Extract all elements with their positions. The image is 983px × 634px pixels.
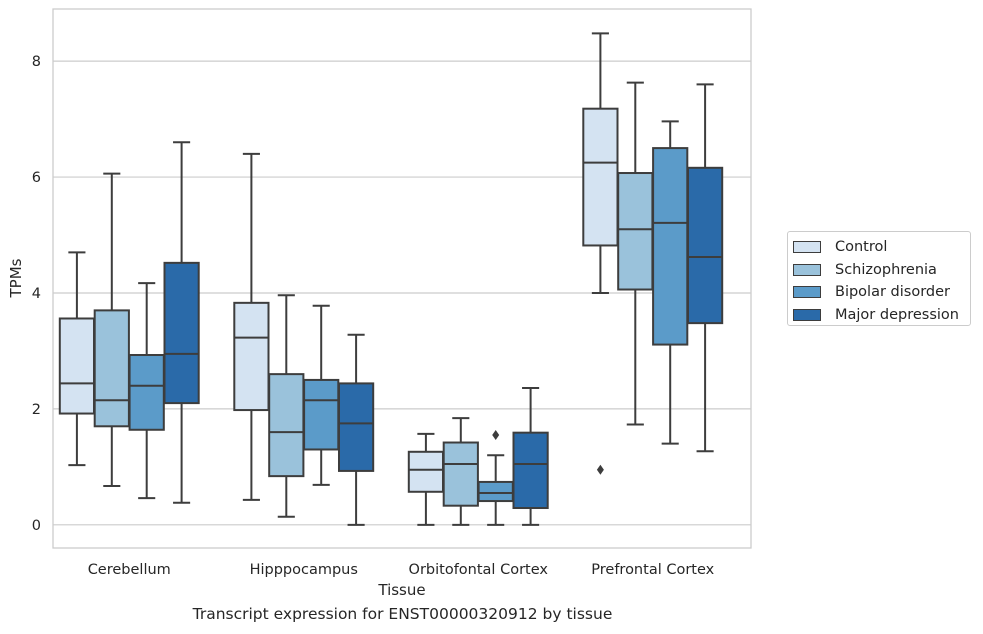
legend: Control Schizophrenia Bipolar disorder Majo… (787, 231, 971, 326)
legend-item: Bipolar disorder (793, 281, 970, 304)
box-control (407, 432, 445, 526)
box-schizophrenia (617, 81, 654, 426)
box-body (93, 309, 130, 428)
outlier-point (492, 429, 500, 440)
legend-swatch (793, 263, 821, 276)
y-axis-label: TPMs (7, 258, 25, 298)
box-body (407, 450, 445, 493)
legend-swatch (793, 241, 821, 254)
x-tick-label: Cerebellum (88, 562, 171, 578)
figure-caption: Transcript expression for ENST0000032091… (192, 605, 613, 623)
box-schizophrenia (442, 417, 479, 526)
x-axis-label: Tissue (377, 581, 425, 599)
box-body (233, 301, 270, 412)
box-control (233, 152, 270, 501)
y-tick-label: 6 (32, 170, 41, 186)
legend-label: Bipolar disorder (835, 284, 950, 301)
x-tick-labels: Cerebellum Hipppocampus Orbitofontal Corte… (88, 562, 715, 578)
box-series (58, 32, 724, 526)
box-control (582, 32, 619, 475)
legend-label: Schizophrenia (835, 261, 937, 278)
box-bipolar-disorder (303, 304, 340, 486)
y-tick-label: 2 (32, 402, 41, 418)
box-schizophrenia (268, 294, 305, 518)
box-bipolar-disorder (128, 282, 165, 500)
outlier-point (596, 464, 604, 475)
box-major-depression (686, 83, 724, 453)
box-body (268, 373, 305, 478)
gridlines (53, 60, 751, 526)
box-bipolar-disorder (477, 429, 514, 526)
box-major-depression (512, 387, 549, 526)
y-tick-label: 8 (32, 54, 41, 70)
box-body (617, 172, 654, 291)
x-tick-label: Orbitofontal Cortex (409, 562, 549, 578)
box-major-depression (163, 141, 200, 504)
legend-item: Schizophrenia (793, 259, 970, 282)
y-tick-labels: 0 2 4 6 8 (32, 54, 41, 534)
box-major-depression (337, 333, 375, 526)
box-control (58, 251, 96, 467)
x-tick-label: Prefrontal Cortex (591, 562, 714, 578)
box-body (686, 166, 724, 325)
box-body (512, 431, 549, 510)
box-body (303, 378, 340, 451)
y-tick-label: 0 (32, 518, 41, 534)
legend-label: Major depression (835, 306, 959, 323)
box-body (582, 107, 619, 247)
box-body (128, 354, 165, 431)
legend-swatch (793, 286, 821, 299)
box-body (163, 261, 200, 405)
box-body (477, 480, 514, 503)
x-tick-label: Hipppocampus (250, 562, 358, 578)
box-body (442, 441, 479, 507)
y-tick-label: 4 (32, 286, 41, 302)
legend-label: Control (835, 239, 888, 256)
box-bipolar-disorder (652, 120, 689, 445)
legend-swatch (793, 308, 821, 321)
legend-item: Major depression (793, 304, 970, 327)
box-schizophrenia (93, 172, 130, 487)
box-body (652, 147, 689, 346)
box-body (58, 317, 96, 415)
legend-item: Control (793, 236, 970, 259)
box-body (337, 382, 375, 472)
plot-area-frame (52, 8, 752, 549)
